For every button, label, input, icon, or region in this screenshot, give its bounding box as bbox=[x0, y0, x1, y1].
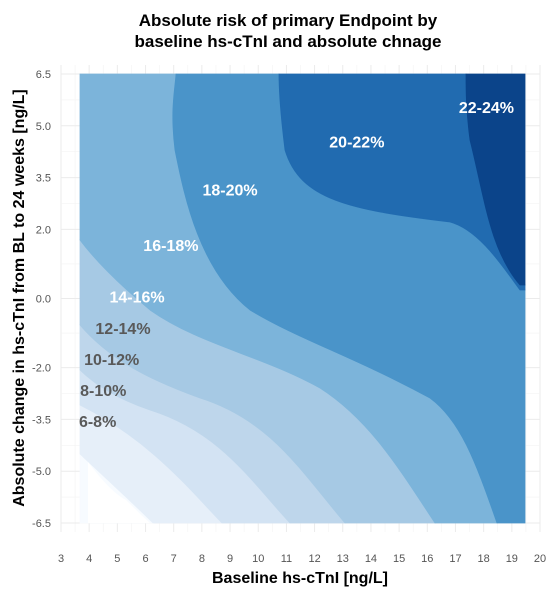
x-tick-label: 9 bbox=[227, 553, 233, 565]
x-tick-label: 6 bbox=[142, 553, 148, 565]
band-labels: 6-8% 8-10% 10-12% 12-14% 14-16% 16-18% 18-20% 2… bbox=[79, 100, 514, 431]
y-tick-label: -5.0 bbox=[32, 466, 51, 478]
contour-bands bbox=[79, 73, 526, 524]
y-tick-label: 6.5 bbox=[36, 69, 51, 81]
y-tick-label: 2.0 bbox=[36, 224, 51, 236]
x-tick-label: 3 bbox=[58, 553, 64, 565]
x-tick-label: 7 bbox=[171, 553, 177, 565]
x-tick-label: 19 bbox=[506, 553, 518, 565]
contour-band-22-24% bbox=[465, 73, 526, 286]
x-tick-label: 5 bbox=[114, 553, 120, 565]
x-tick-label: 17 bbox=[449, 553, 461, 565]
x-tick-label: 20 bbox=[534, 553, 546, 565]
band-label: 20-22% bbox=[329, 134, 384, 151]
x-axis-ticks: 3 4 5 6 7 8 9 10 11 12 13 14 15 16 17 18 19 20 bbox=[58, 553, 546, 565]
x-tick-label: 14 bbox=[365, 553, 377, 565]
y-tick-label: -6.5 bbox=[32, 518, 51, 530]
y-axis-label: Absolute change in hs-cTnI from BL to 24… bbox=[11, 89, 28, 507]
x-tick-label: 10 bbox=[252, 553, 264, 565]
y-axis-ticks: 6.5 5.0 3.5 2.0 0.0 -2.0 -3.5 -5.0 -6.5 bbox=[32, 69, 51, 530]
x-axis-label: Baseline hs-cTnI [ng/L] bbox=[212, 570, 388, 587]
band-label: 12-14% bbox=[95, 321, 150, 338]
x-tick-label: 12 bbox=[308, 553, 320, 565]
band-label: 16-18% bbox=[143, 238, 198, 255]
x-tick-label: 16 bbox=[421, 553, 433, 565]
band-label: 6-8% bbox=[79, 414, 116, 431]
band-label: 8-10% bbox=[80, 383, 126, 400]
x-tick-label: 4 bbox=[86, 553, 92, 565]
empty-region bbox=[88, 462, 150, 523]
y-tick-label: 5.0 bbox=[36, 121, 51, 133]
y-tick-label: 3.5 bbox=[36, 173, 51, 185]
y-tick-label: -2.0 bbox=[32, 363, 51, 375]
x-tick-label: 11 bbox=[281, 553, 292, 565]
x-tick-label: 18 bbox=[478, 553, 490, 565]
band-label: 22-24% bbox=[459, 100, 514, 117]
chart-title-line1: Absolute risk of primary Endpoint by bbox=[139, 11, 438, 30]
band-label: 10-12% bbox=[84, 352, 139, 369]
chart-title-line2: baseline hs-cTnI and absolute chnage bbox=[134, 32, 441, 51]
y-tick-label: 0.0 bbox=[36, 294, 51, 306]
x-tick-label: 8 bbox=[199, 553, 205, 565]
x-tick-label: 13 bbox=[337, 553, 349, 565]
y-tick-label: -3.5 bbox=[32, 414, 51, 426]
band-label: 14-16% bbox=[109, 290, 164, 307]
x-tick-label: 15 bbox=[393, 553, 405, 565]
band-label: 18-20% bbox=[202, 183, 257, 200]
